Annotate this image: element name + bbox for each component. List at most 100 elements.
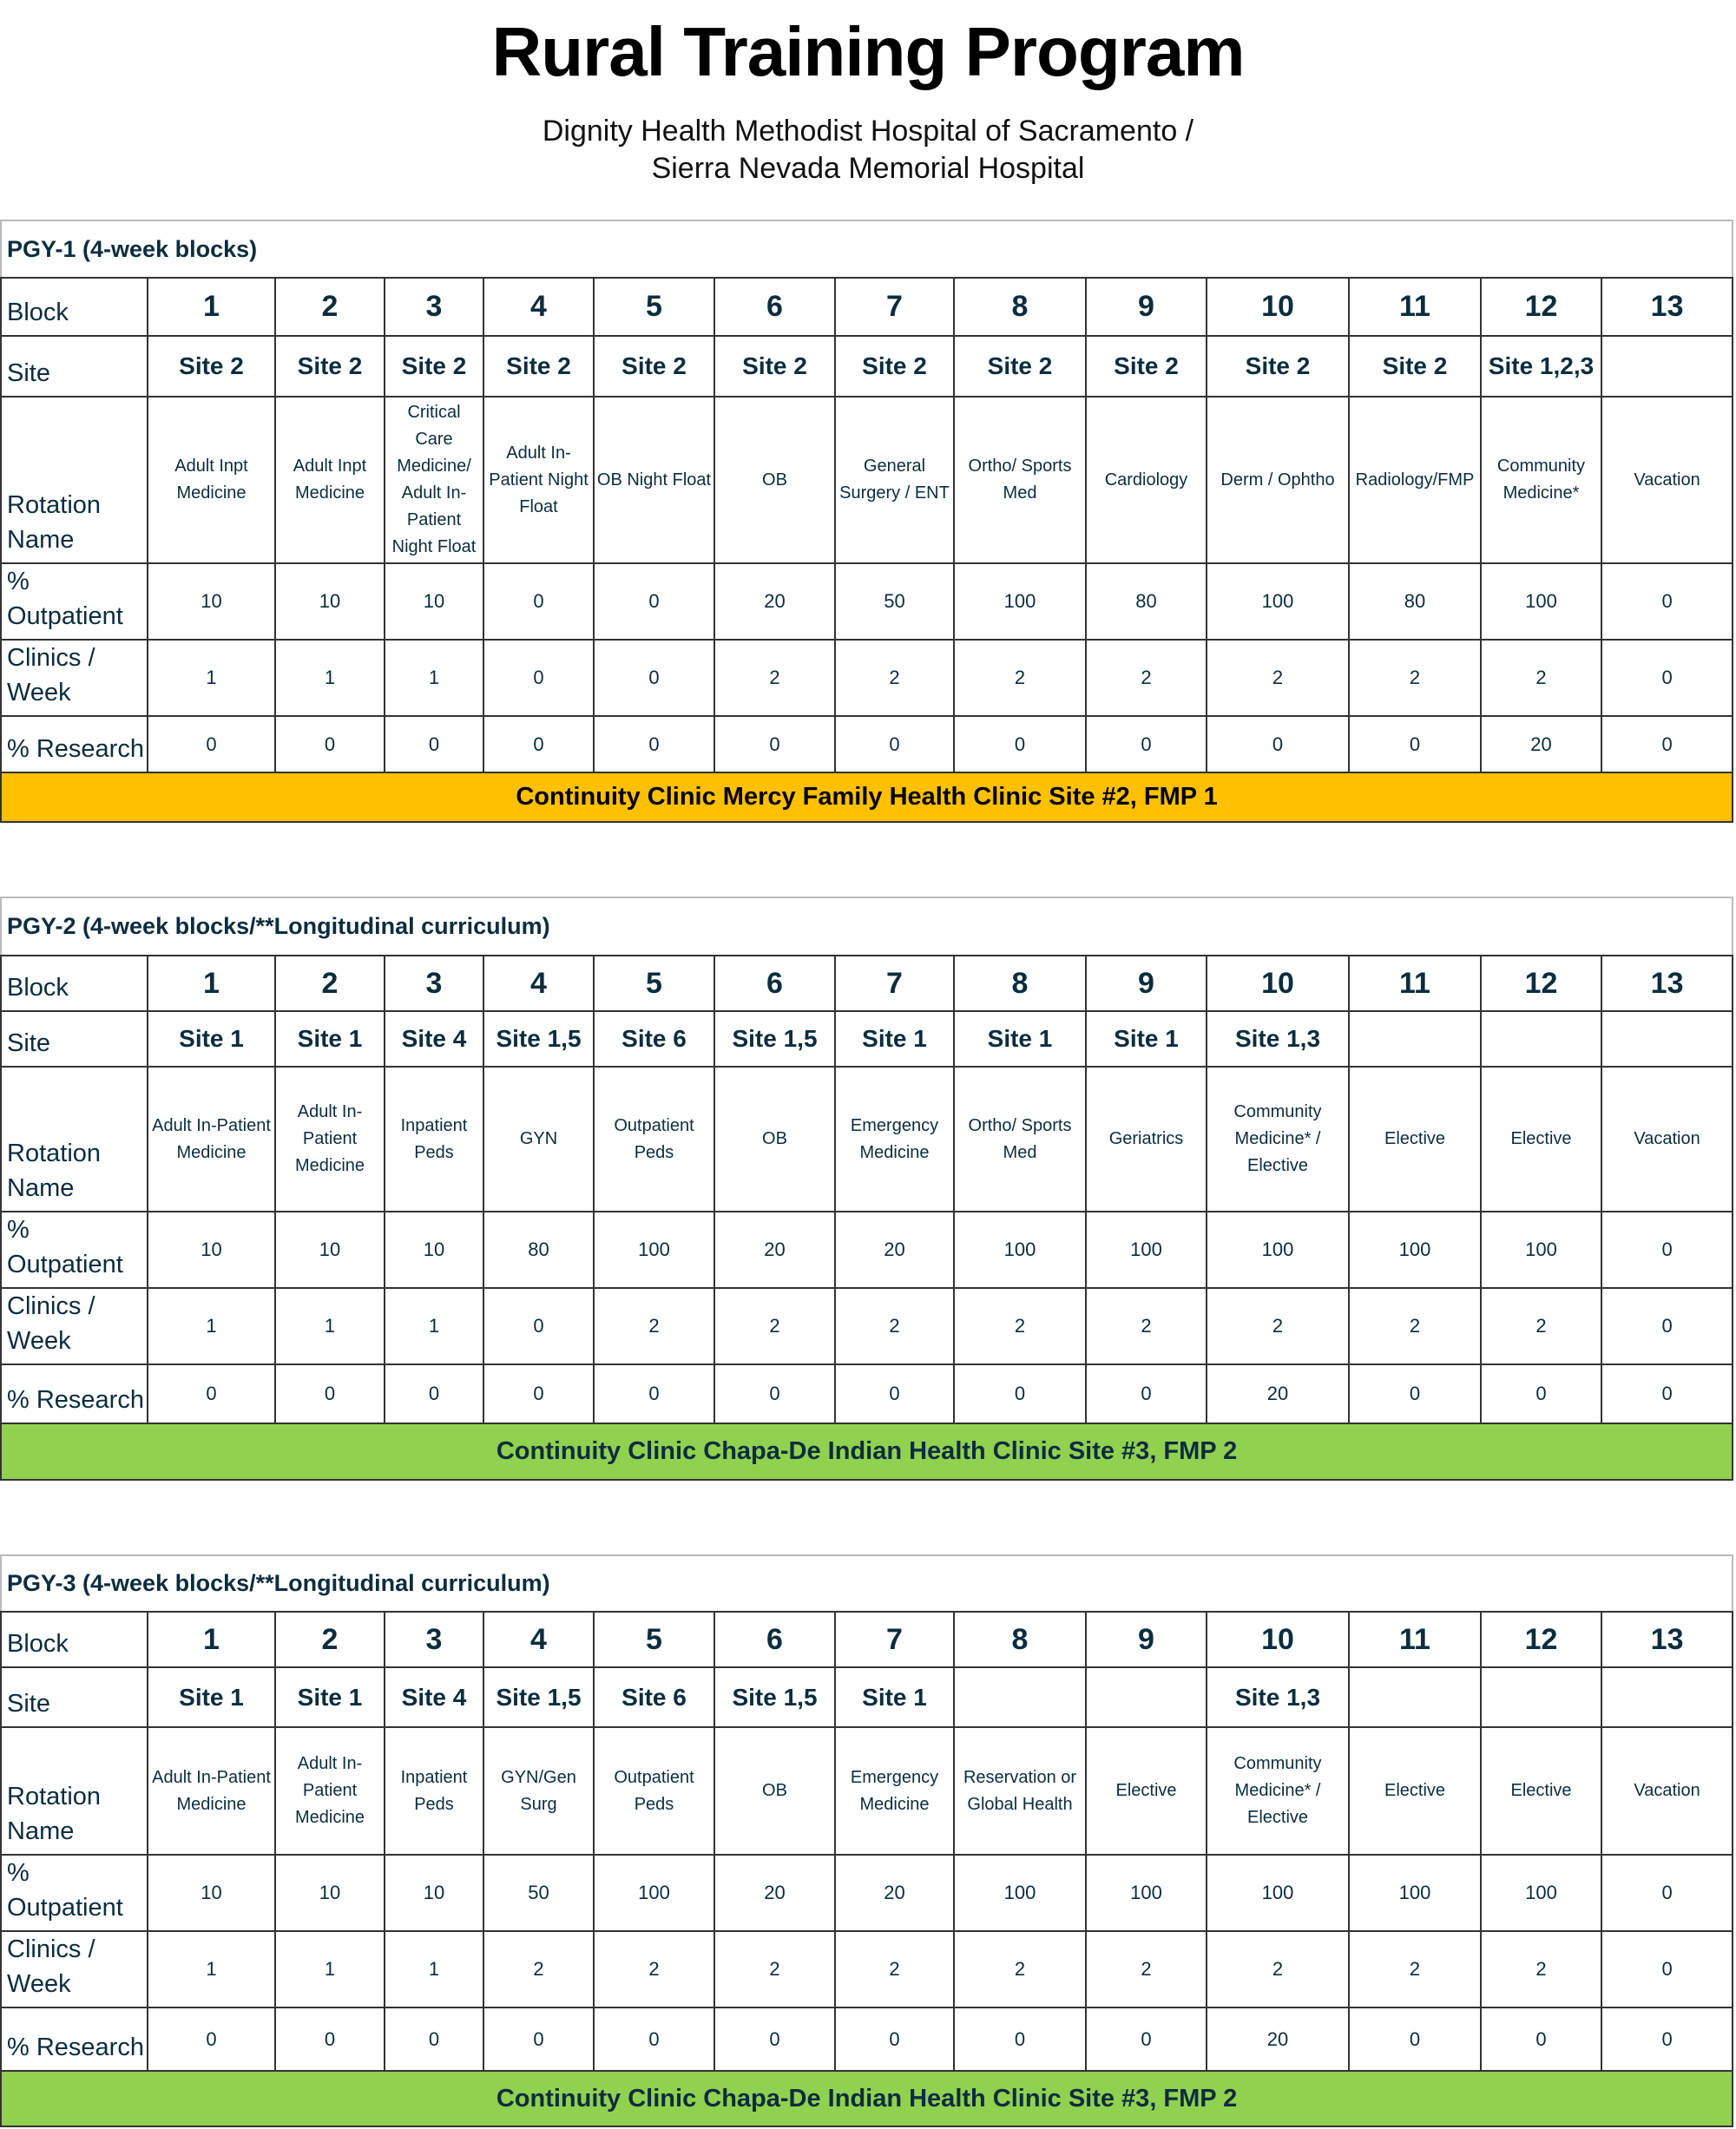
clinics-cell: 2 [483, 1930, 595, 2008]
clinics-cell: 0 [593, 639, 715, 717]
outpatient-cell: 10 [384, 1211, 484, 1289]
site-cell [1480, 1010, 1602, 1068]
block-number: 3 [384, 277, 484, 337]
outpatient-cell: 0 [483, 562, 595, 641]
rotation-cell: Adult In-Patient Medicine [147, 1066, 276, 1212]
section-title-row: PGY-2 (4-week blocks/**Longitudinal curr… [0, 897, 1734, 956]
clinics-cell: 0 [483, 639, 595, 717]
continuity-clinic-row: Continuity Clinic Mercy Family Health Cl… [0, 772, 1734, 823]
row-label-rotation: Rotation Name [0, 396, 148, 564]
table-row-clinics: Clinics / Week 1 1 1 0 2 2 2 2 2 2 2 2 0 [0, 1287, 1734, 1365]
outpatient-cell: 80 [483, 1211, 595, 1289]
rotation-cell: Elective [1480, 1066, 1602, 1212]
continuity-clinic-banner: Continuity Clinic Chapa-De Indian Health… [0, 2070, 1734, 2127]
site-cell [1480, 1666, 1602, 1728]
rotation-cell: Elective [1480, 1726, 1602, 1856]
table-row-block: Block 1 2 3 4 5 6 7 8 9 10 11 12 13 [0, 277, 1734, 337]
rotation-cell: OB Night Float [593, 396, 715, 564]
outpatient-cell: 50 [483, 1854, 595, 1932]
clinics-cell: 2 [713, 639, 836, 717]
rotation-cell: Community Medicine* / Elective [1206, 1726, 1350, 1856]
outpatient-cell: 50 [834, 562, 955, 641]
pgy1-table: PGY-1 (4-week blocks) Block 1 2 3 4 5 6 7 8 9 10 11 1… [0, 220, 1734, 823]
outpatient-cell: 0 [1600, 1211, 1734, 1289]
block-number: 12 [1480, 1611, 1602, 1668]
clinics-cell: 2 [953, 1287, 1087, 1365]
outpatient-cell: 100 [953, 1854, 1087, 1932]
research-cell: 0 [593, 1363, 715, 1424]
continuity-clinic-row: Continuity Clinic Chapa-De Indian Health… [0, 2070, 1734, 2127]
clinics-cell: 2 [1348, 1930, 1482, 2008]
clinics-cell: 2 [1480, 639, 1602, 717]
research-cell: 0 [1206, 715, 1350, 773]
table-row-rotation: Rotation Name Adult Inpt Medicine Adult In… [0, 396, 1734, 564]
rotation-cell: Reservation or Global Health [953, 1726, 1087, 1856]
rotation-cell: Cardiology [1085, 396, 1207, 564]
clinics-cell: 2 [1348, 1287, 1482, 1365]
block-number: 4 [483, 955, 595, 1012]
outpatient-cell: 0 [1600, 562, 1734, 641]
research-cell: 0 [834, 1363, 955, 1424]
site-cell: Site 1,5 [713, 1666, 836, 1728]
research-cell: 0 [953, 2007, 1087, 2072]
site-cell: Site 2 [483, 335, 595, 398]
site-cell: Site 4 [384, 1666, 484, 1728]
research-cell: 0 [834, 2007, 955, 2072]
rotation-cell: GYN/Gen Surg [483, 1726, 595, 1856]
outpatient-cell: 100 [1206, 562, 1350, 641]
table-row-site: Site Site 1 Site 1 Site 4 Site 1,5 Site 6 Site… [0, 1666, 1734, 1728]
table-row-rotation: Rotation Name Adult In-Patient Medicine Ad… [0, 1726, 1734, 1856]
block-number: 12 [1480, 955, 1602, 1012]
block-number: 11 [1348, 1611, 1482, 1668]
research-cell: 0 [1085, 2007, 1207, 2072]
research-cell: 0 [1085, 715, 1207, 773]
block-number: 7 [834, 955, 955, 1012]
clinics-cell: 1 [274, 639, 385, 717]
site-cell: Site 1,5 [713, 1010, 836, 1068]
rotation-cell: Adult In-Patient Night Float [483, 396, 595, 564]
clinics-cell: 1 [147, 639, 276, 717]
rotation-cell: Adult In-Patient Medicine [274, 1066, 385, 1212]
page-subtitle-line2: Sierra Nevada Memorial Hospital [651, 152, 1085, 185]
research-cell: 0 [713, 2007, 836, 2072]
clinics-cell: 0 [1600, 1930, 1734, 2008]
site-cell: Site 2 [834, 335, 955, 398]
table-row-block: Block 1 2 3 4 5 6 7 8 9 10 11 12 13 [0, 1611, 1734, 1668]
clinics-cell: 2 [1085, 1287, 1207, 1365]
outpatient-cell: 100 [1480, 1211, 1602, 1289]
clinics-cell: 2 [1480, 1930, 1602, 2008]
block-number: 7 [834, 277, 955, 337]
continuity-clinic-banner: Continuity Clinic Chapa-De Indian Health… [0, 1423, 1734, 1481]
table-row-outpatient: % Outpatient 10 10 10 0 0 20 50 100 80 100 80 100 0 [0, 562, 1734, 641]
rotation-cell: Community Medicine* / Elective [1206, 1066, 1350, 1212]
block-number: 2 [274, 277, 385, 337]
site-cell: Site 2 [1206, 335, 1350, 398]
rotation-cell: Radiology/FMP [1348, 396, 1482, 564]
rotation-cell: Adult In-Patient Medicine [274, 1726, 385, 1856]
outpatient-cell: 10 [274, 1211, 385, 1289]
row-label-outpatient: % Outpatient [0, 1211, 148, 1289]
clinics-cell: 2 [953, 1930, 1087, 2008]
block-number: 13 [1600, 955, 1734, 1012]
row-label-block: Block [0, 955, 148, 1012]
block-number: 5 [593, 1611, 715, 1668]
row-label-site: Site [0, 1666, 148, 1728]
site-cell: Site 1 [147, 1010, 276, 1068]
research-cell: 0 [483, 1363, 595, 1424]
research-cell: 0 [1085, 1363, 1207, 1424]
rotation-cell: Elective [1085, 1726, 1207, 1856]
table-row-clinics: Clinics / Week 1 1 1 2 2 2 2 2 2 2 2 2 0 [0, 1930, 1734, 2008]
row-label-clinics: Clinics / Week [0, 1287, 148, 1365]
site-cell: Site 1,2,3 [1480, 335, 1602, 398]
site-cell: Site 1 [834, 1010, 955, 1068]
clinics-cell: 2 [834, 639, 955, 717]
table-row-research: % Research 0 0 0 0 0 0 0 0 0 0 0 20 0 [0, 715, 1734, 773]
outpatient-cell: 10 [384, 1854, 484, 1932]
clinics-cell: 2 [834, 1930, 955, 2008]
clinics-cell: 0 [1600, 1287, 1734, 1365]
site-cell: Site 6 [593, 1010, 715, 1068]
rotation-cell: General Surgery / ENT [834, 396, 955, 564]
rotation-cell: Elective [1348, 1726, 1482, 1856]
rotation-cell: Emergency Medicine [834, 1066, 955, 1212]
rotation-cell: GYN [483, 1066, 595, 1212]
